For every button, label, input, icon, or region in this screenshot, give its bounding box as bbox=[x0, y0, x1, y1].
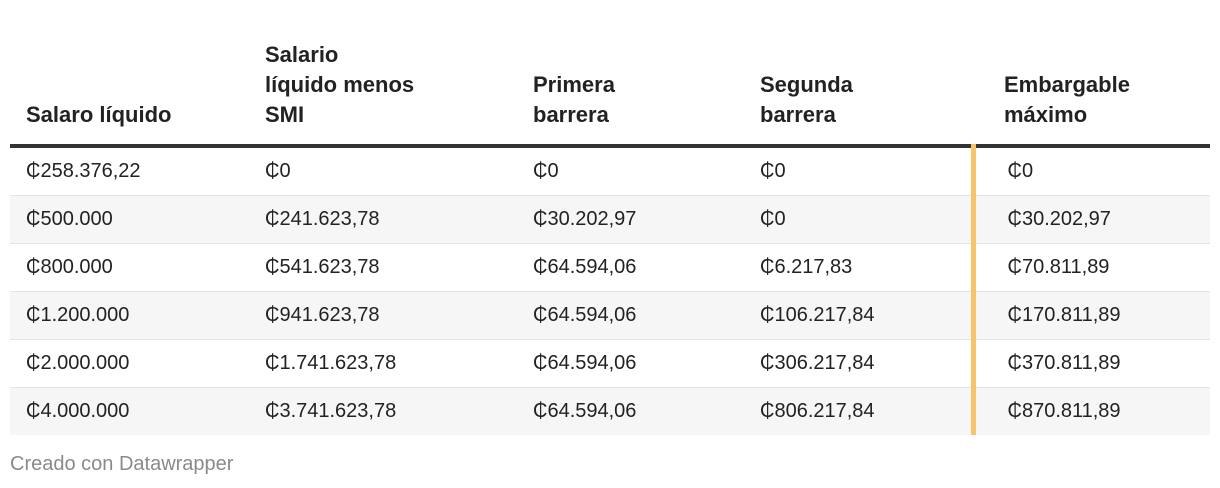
table-cell: ₵541.623,78 bbox=[249, 243, 517, 292]
table-cell: ₵3.741.623,78 bbox=[249, 387, 517, 435]
column-header-text: Salario líquido menos SMI bbox=[265, 42, 415, 127]
table-cell: ₵870.811,89 bbox=[970, 387, 1210, 435]
column-header-text: Embargable máximo bbox=[1004, 72, 1130, 127]
column-header-text: Primera barrera bbox=[533, 72, 615, 127]
table-cell: ₵0 bbox=[970, 146, 1210, 196]
table-row: ₵1.200.000 ₵941.623,78 ₵64.594,06 ₵106.217,… bbox=[10, 291, 1210, 340]
table-cell: ₵306.217,84 bbox=[744, 339, 973, 388]
table-row: ₵500.000 ₵241.623,78 ₵30.202,97 ₵0 ₵30.202,9… bbox=[10, 195, 1210, 244]
table-cell: ₵500.000 bbox=[10, 195, 249, 244]
table-cell: ₵106.217,84 bbox=[744, 291, 973, 340]
column-header-text: Segunda barrera bbox=[760, 72, 853, 127]
column-header: Salario líquido menos SMI bbox=[249, 40, 517, 148]
column-header: Segunda barrera bbox=[744, 40, 973, 148]
column-header-text: Salaro líquido bbox=[26, 102, 172, 127]
table-row: ₵2.000.000 ₵1.741.623,78 ₵64.594,06 ₵306.21… bbox=[10, 339, 1210, 388]
table-row: ₵800.000 ₵541.623,78 ₵64.594,06 ₵6.217,83 ₵7… bbox=[10, 243, 1210, 292]
table-cell: ₵0 bbox=[249, 146, 517, 196]
table-cell: ₵64.594,06 bbox=[517, 387, 744, 435]
table-cell: ₵0 bbox=[517, 146, 744, 196]
header-row: Salaro líquido Salario líquido menos SMI P… bbox=[10, 40, 1210, 148]
table-cell: ₵4.000.000 bbox=[10, 387, 249, 435]
table-row: ₵4.000.000 ₵3.741.623,78 ₵64.594,06 ₵806.21… bbox=[10, 387, 1210, 435]
table-cell: ₵258.376,22 bbox=[10, 146, 249, 196]
table-cell: ₵241.623,78 bbox=[249, 195, 517, 244]
data-table: Salaro líquido Salario líquido menos SMI P… bbox=[10, 40, 1210, 435]
table-row: ₵258.376,22 ₵0 ₵0 ₵0 ₵0 bbox=[10, 146, 1210, 196]
table-body: ₵258.376,22 ₵0 ₵0 ₵0 ₵0 ₵500.000 ₵241.623,78 ₵3… bbox=[10, 146, 1210, 435]
table-cell: ₵1.200.000 bbox=[10, 291, 249, 340]
column-header: Primera barrera bbox=[517, 40, 744, 148]
table-cell: ₵2.000.000 bbox=[10, 339, 249, 388]
footer: Creado con Datawrapper bbox=[10, 453, 234, 475]
table-cell: ₵64.594,06 bbox=[517, 291, 744, 340]
table-cell: ₵64.594,06 bbox=[517, 243, 744, 292]
table-cell: ₵64.594,06 bbox=[517, 339, 744, 388]
table-cell: ₵370.811,89 bbox=[970, 339, 1210, 388]
table-cell: ₵70.811,89 bbox=[970, 243, 1210, 292]
table-cell: ₵0 bbox=[744, 195, 973, 244]
table-cell: ₵170.811,89 bbox=[970, 291, 1210, 340]
table-cell: ₵30.202,97 bbox=[517, 195, 744, 244]
table-cell: ₵0 bbox=[744, 146, 973, 196]
table-cell: ₵30.202,97 bbox=[970, 195, 1210, 244]
column-header: Embargable máximo bbox=[973, 40, 1210, 148]
table-cell: ₵6.217,83 bbox=[744, 243, 973, 292]
column-header: Salaro líquido bbox=[10, 40, 249, 148]
table-cell: ₵800.000 bbox=[10, 243, 249, 292]
table-cell: ₵1.741.623,78 bbox=[249, 339, 517, 388]
table-cell: ₵806.217,84 bbox=[744, 387, 973, 435]
table-cell: ₵941.623,78 bbox=[249, 291, 517, 340]
